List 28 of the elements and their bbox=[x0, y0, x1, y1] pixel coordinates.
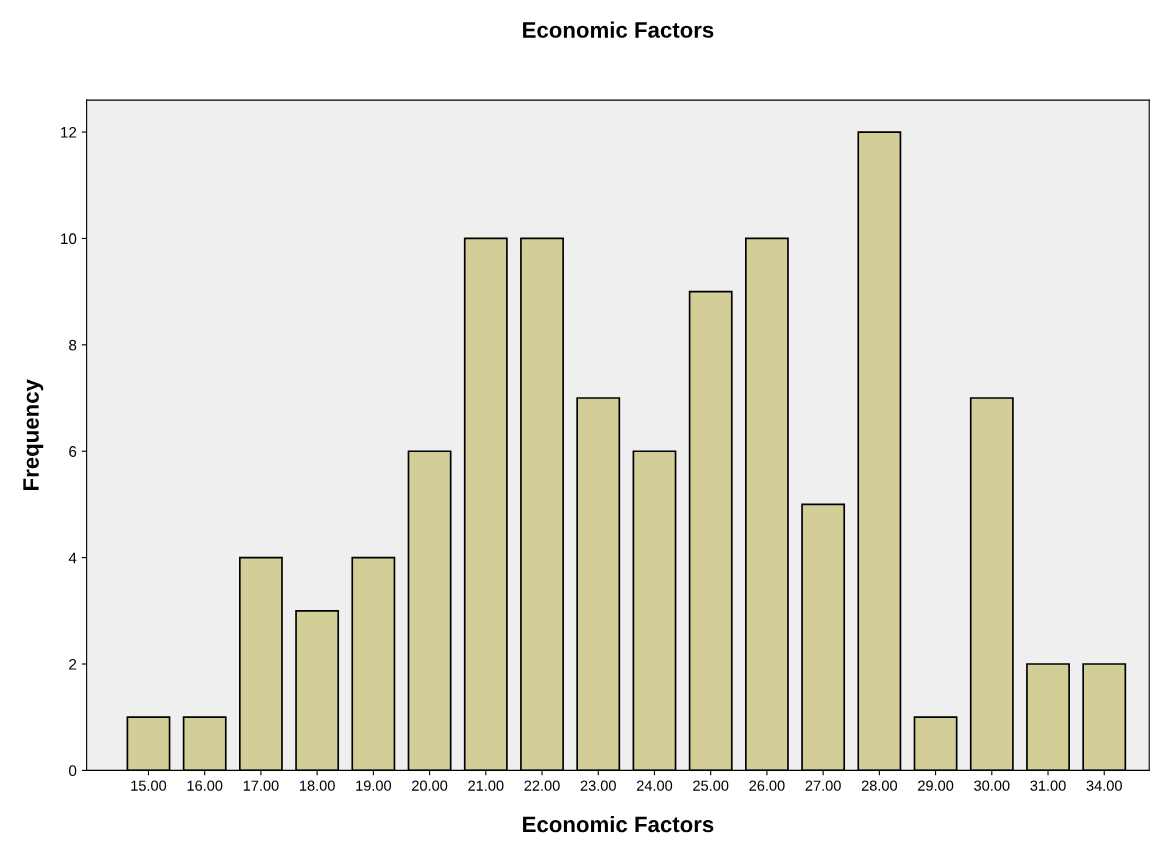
y-tick-label: 10 bbox=[61, 233, 77, 245]
y-axis-title: Frequency bbox=[23, 379, 44, 490]
x-tick-label: 22.00 bbox=[524, 780, 560, 791]
x-tick-label: 16.00 bbox=[187, 780, 223, 791]
x-tick-label: 28.00 bbox=[861, 780, 898, 791]
x-tick-label: 23.00 bbox=[580, 780, 616, 791]
x-tick-label: 18.00 bbox=[300, 780, 335, 791]
chart-title: Economic Factors bbox=[523, 21, 714, 38]
x-tick-label: 25.00 bbox=[693, 780, 729, 791]
x-tick-label: 30.00 bbox=[974, 780, 1010, 791]
x-tick-label: 15.00 bbox=[131, 780, 167, 791]
x-tick-label: 29.00 bbox=[918, 780, 954, 791]
y-tick-label: 0 bbox=[69, 765, 77, 777]
x-tick-label: 27.00 bbox=[805, 780, 841, 791]
y-tick-label: 2 bbox=[69, 658, 77, 670]
y-tick-label: 6 bbox=[69, 446, 77, 457]
y-tick-label: 4 bbox=[68, 552, 77, 564]
x-tick-label: 24.00 bbox=[636, 780, 673, 791]
y-tick-label: 12 bbox=[61, 126, 77, 138]
y-tick-label: 8 bbox=[69, 339, 77, 351]
x-tick-label: 21.00 bbox=[468, 780, 504, 791]
x-tick-label: 20.00 bbox=[412, 780, 448, 791]
x-tick-label: 31.00 bbox=[1030, 780, 1066, 791]
x-axis-title: Economic Factors bbox=[523, 815, 714, 833]
x-tick-label: 19.00 bbox=[356, 780, 392, 791]
x-tick-label: 17.00 bbox=[243, 780, 279, 791]
x-tick-label: 34.00 bbox=[1086, 780, 1122, 791]
x-tick-label: 26.00 bbox=[749, 780, 785, 791]
